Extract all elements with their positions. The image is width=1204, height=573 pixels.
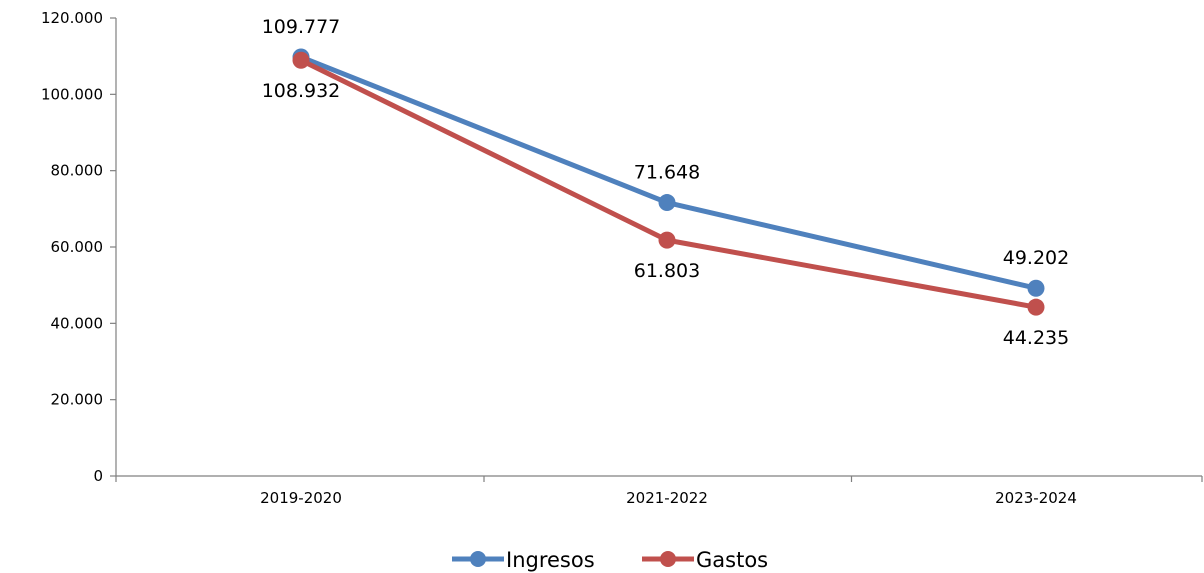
data-point-ingresos (658, 194, 676, 212)
data-label-gastos: 61.803 (634, 260, 700, 282)
data-point-gastos (658, 231, 676, 249)
legend-marker-gastos (660, 551, 676, 567)
x-tick-label: 2023-2024 (995, 489, 1077, 507)
y-tick-label: 40.000 (51, 314, 104, 332)
data-label-gastos: 44.235 (1003, 327, 1069, 349)
data-label-ingresos: 109.777 (262, 16, 341, 38)
legend: Ingresos Gastos (452, 548, 768, 572)
data-label-ingresos: 49.202 (1003, 247, 1069, 269)
y-tick-label: 20.000 (51, 391, 104, 409)
data-labels: 109.777 71.648 49.202 108.932 61.803 44.235 (262, 16, 1070, 349)
data-label-gastos: 108.932 (262, 80, 341, 102)
x-tick-label: 2021-2022 (626, 489, 708, 507)
data-point-ingresos (1027, 279, 1045, 297)
data-point-gastos (1027, 298, 1045, 316)
data-point-gastos (292, 51, 310, 69)
y-axis-ticks: 0 20.000 40.000 60.000 80.000 100.000 120.000 (41, 9, 116, 485)
x-axis-ticks: 2019-2020 2021-2022 2023-2024 (115, 476, 1203, 507)
y-tick-label: 0 (93, 467, 103, 485)
legend-marker-ingresos (470, 551, 486, 567)
legend-label-ingresos: Ingresos (506, 548, 595, 572)
x-tick-label: 2019-2020 (260, 489, 342, 507)
y-tick-label: 100.000 (41, 85, 103, 103)
y-tick-label: 60.000 (51, 238, 104, 256)
legend-label-gastos: Gastos (696, 548, 768, 572)
data-label-ingresos: 71.648 (634, 162, 700, 184)
y-tick-label: 120.000 (41, 9, 103, 27)
series-group (292, 48, 1045, 316)
y-tick-label: 80.000 (51, 162, 104, 180)
